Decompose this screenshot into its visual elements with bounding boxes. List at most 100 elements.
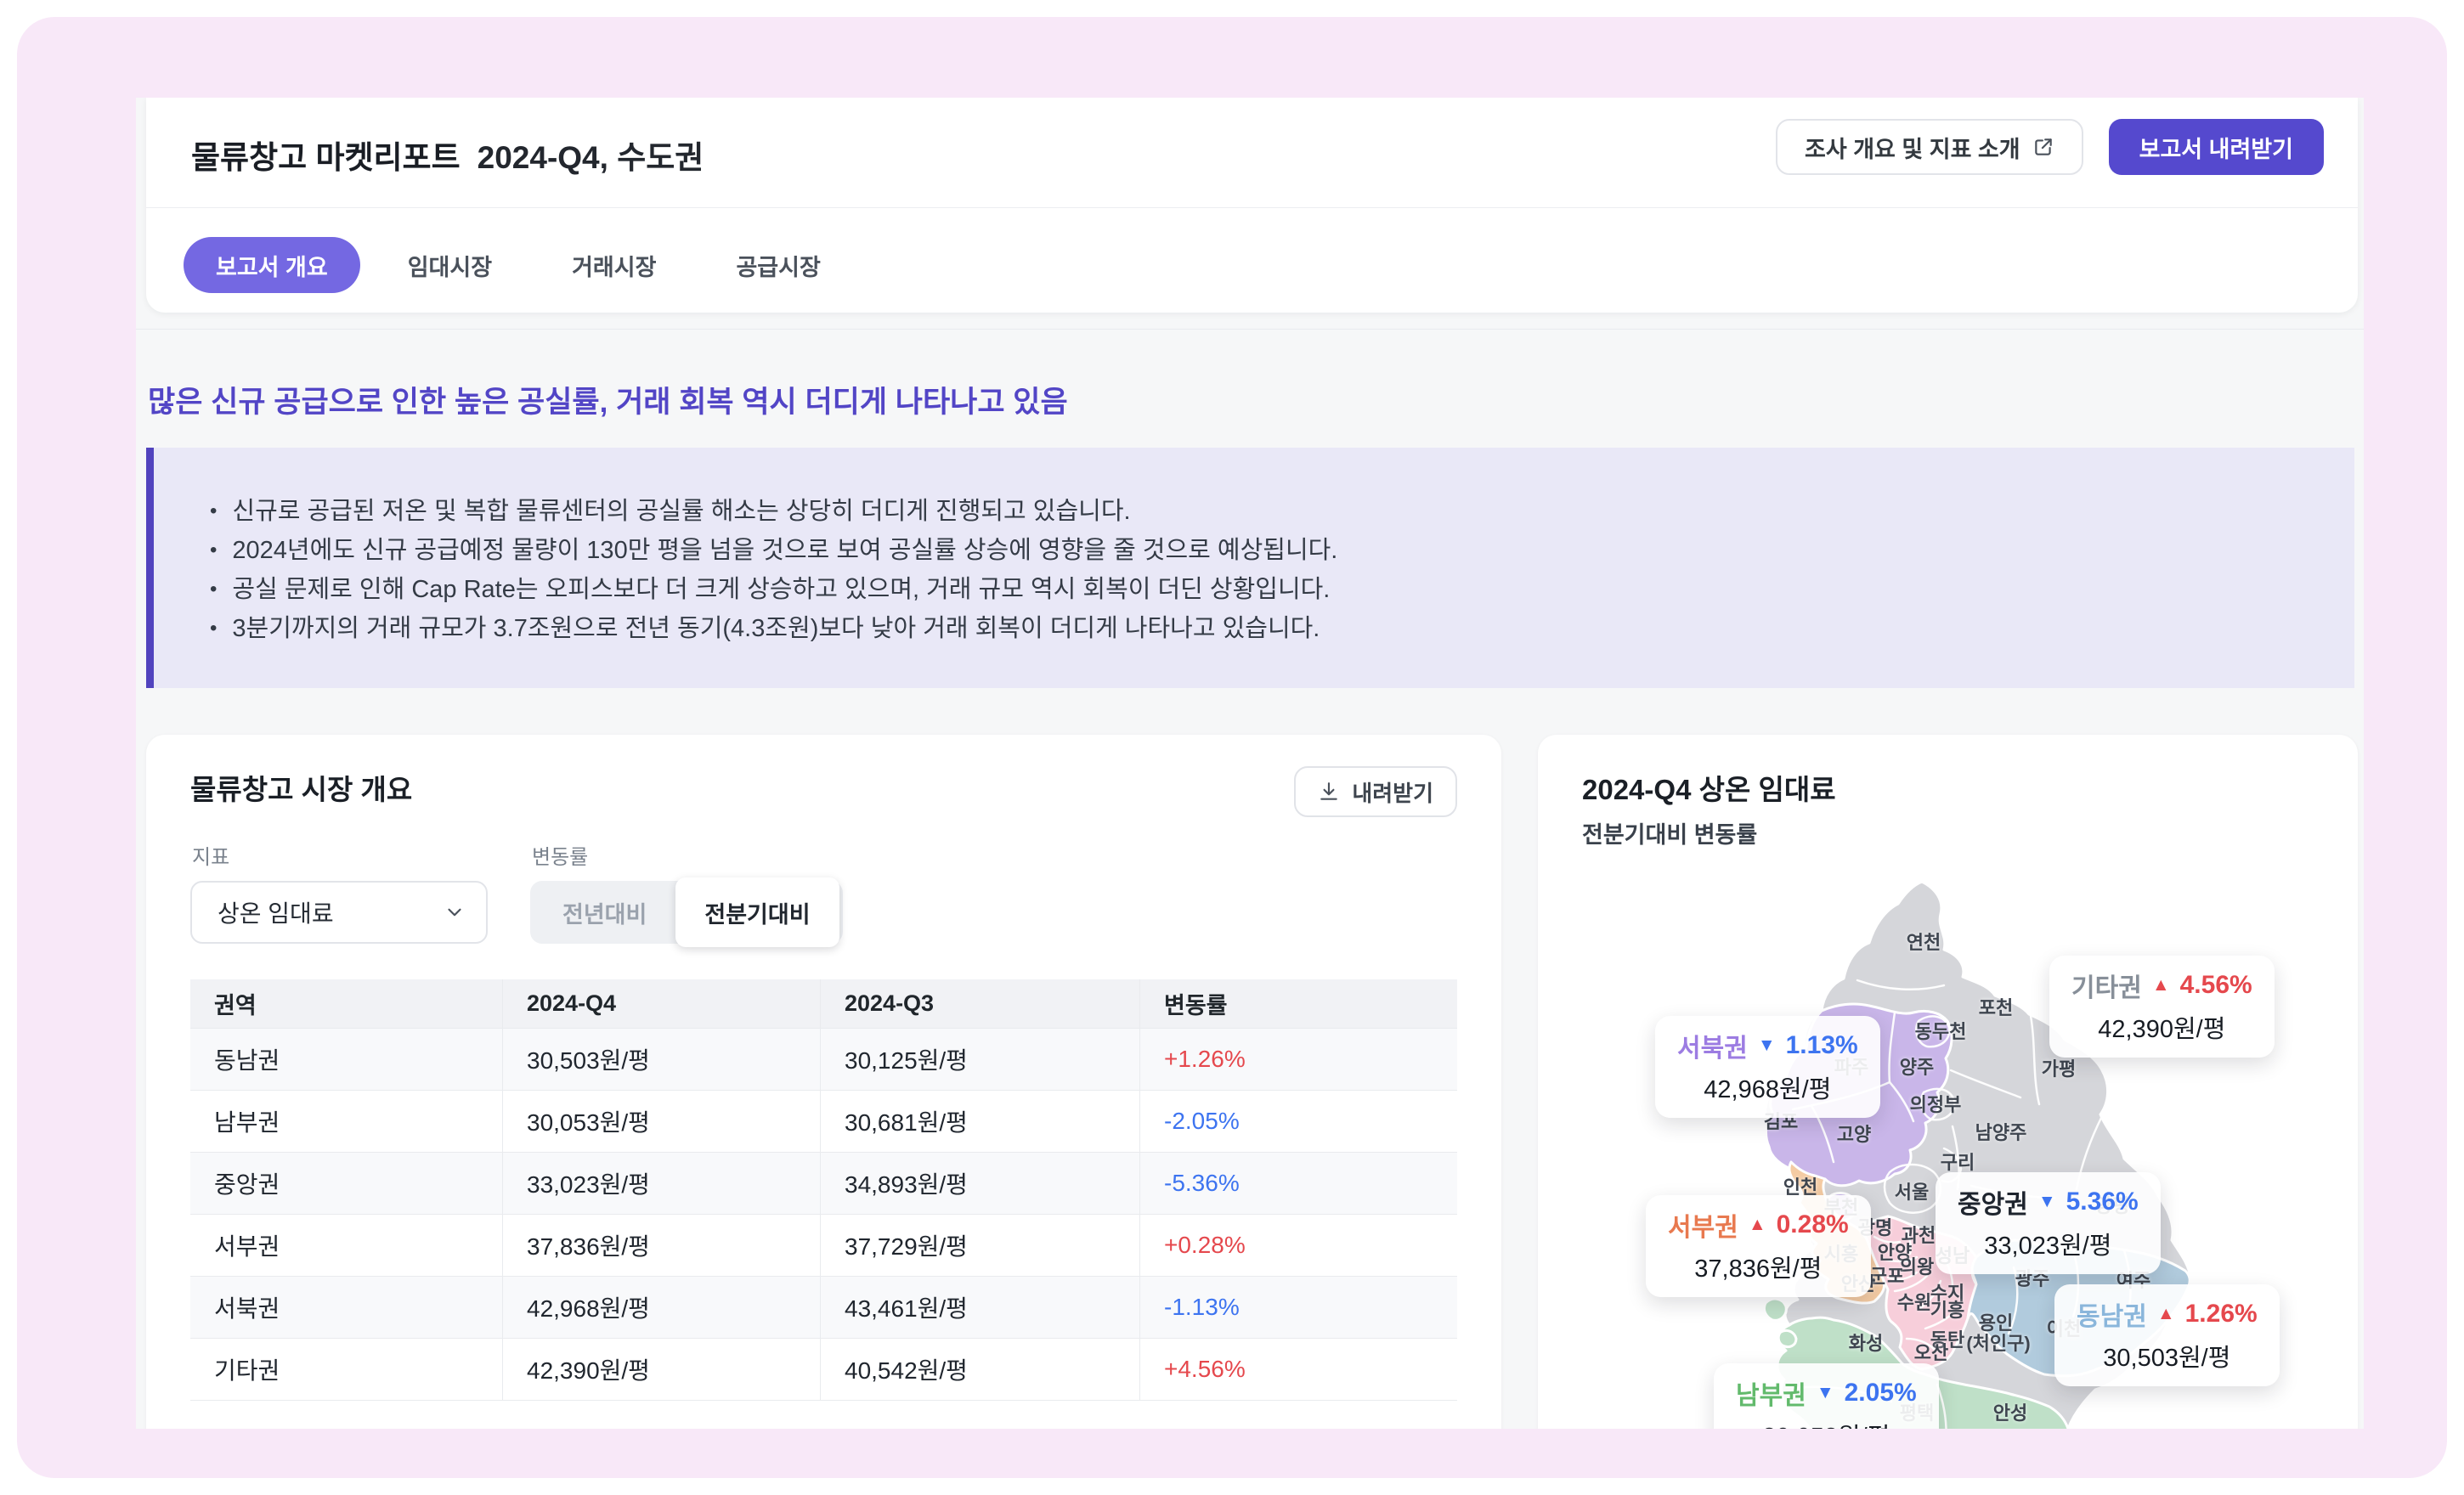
callout-title-row: 동남권 ▲ 1.26%	[2077, 1295, 2258, 1333]
trend-arrow-icon: ▲	[2156, 1304, 2175, 1323]
summary-bullet: • 3분기까지의 거래 규모가 3.7조원으로 전년 동기(4.3조원)보다 낮…	[210, 609, 2354, 648]
map-border	[2007, 1266, 2019, 1335]
table-row[interactable]: 동남권 30,503원/평 30,125원/평 +1.26%	[190, 1028, 1457, 1090]
cell-region: 서북권	[190, 1277, 503, 1338]
table-download-button[interactable]: 내려받기	[1294, 766, 1457, 817]
map-card-subtitle: 전분기대비 변동률	[1582, 822, 1758, 848]
cell-change: +1.26%	[1164, 1046, 1246, 1072]
map-border	[1920, 1087, 1956, 1121]
summary-bullet: • 신규로 공급된 저온 및 복합 물류센터의 공실률 해소는 상당히 더디게 …	[210, 492, 2354, 531]
callout-region-name: 기타권	[2071, 974, 2142, 1002]
map-border	[1905, 1337, 1936, 1351]
trend-arrow-icon: ▼	[1757, 1035, 1776, 1055]
region-callout[interactable]: 기타권 ▲ 4.56% 42,390원/평	[2049, 956, 2275, 1058]
region-callout[interactable]: 남부권 ▼ 2.05% 30,053원/평	[1714, 1363, 1939, 1429]
region-callout[interactable]: 동남권 ▲ 1.26% 30,503원/평	[2054, 1284, 2280, 1386]
tab[interactable]: 보고서 개요	[184, 237, 360, 293]
map-border	[1919, 1279, 1942, 1310]
survey-intro-button[interactable]: 조사 개요 및 지표 소개	[1776, 119, 2083, 175]
callout-title-row: 기타권 ▲ 4.56%	[2071, 967, 2252, 1004]
callout-value: 42,390원/평	[2098, 1016, 2226, 1043]
cell-change: -1.13%	[1164, 1294, 1240, 1320]
map-border	[1915, 1015, 1951, 1048]
map-island	[1762, 1297, 1788, 1322]
map-label: 과천	[1901, 1225, 1936, 1246]
table-header-row: 권역 2024-Q4 2024-Q3 변동률	[190, 979, 1457, 1028]
page-title: 물류창고 마켓리포트 2024-Q4, 수도권	[191, 132, 704, 178]
report-header: 물류창고 마켓리포트 2024-Q4, 수도권 조사 개요 및 지표 소개 보고…	[146, 98, 2358, 313]
cell-region: 동남권	[190, 1029, 503, 1090]
report-download-label: 보고서 내려받기	[2139, 136, 2293, 162]
cell-q3: 30,681원/평	[821, 1091, 1140, 1152]
indicator-value: 상온 임대료	[218, 900, 334, 927]
map-label: 기흥	[1930, 1300, 1965, 1321]
region-callout[interactable]: 서북권 ▼ 1.13% 42,968원/평	[1655, 1016, 1880, 1118]
cell-q4: 37,836원/평	[503, 1215, 821, 1276]
indicator-select[interactable]: 상온 임대료	[190, 881, 488, 944]
trend-arrow-icon: ▼	[2037, 1192, 2056, 1211]
table-row[interactable]: 중앙권 33,023원/평 34,893원/평 -5.36%	[190, 1152, 1457, 1214]
trend-arrow-icon: ▲	[2151, 975, 2170, 995]
bullet-dot: •	[210, 617, 218, 640]
region-callout[interactable]: 서부권 ▲ 0.28% 37,836원/평	[1646, 1195, 1871, 1297]
cell-change: +4.56%	[1164, 1356, 1246, 1382]
summary-heading: 많은 신규 공급으로 인한 높은 공실률, 거래 회복 역시 더디게 나타나고 …	[148, 386, 1068, 419]
map-border	[1856, 979, 1946, 991]
callout-value: 30,053원/평	[1736, 1417, 1917, 1429]
table-header-cell: 2024-Q3	[821, 979, 1140, 1028]
bullet-text: 신규로 공급된 저온 및 복합 물류센터의 공실률 해소는 상당히 더디게 진행…	[232, 498, 1131, 525]
cell-q4: 30,053원/평	[503, 1091, 821, 1152]
trend-arrow-icon: ▼	[1816, 1383, 1834, 1402]
toggle-option[interactable]: 전분기대비	[675, 877, 839, 947]
map-label: 구리	[1940, 1152, 1975, 1173]
cell-q4: 42,390원/평	[503, 1339, 821, 1400]
region-callout[interactable]: 중앙권 ▼ 5.36% 33,023원/평	[1936, 1172, 2161, 1274]
map-border	[1905, 1228, 1913, 1255]
map-border	[1924, 1312, 1954, 1330]
cell-q3: 34,893원/평	[821, 1153, 1140, 1214]
summary-callout: • 신규로 공급된 저온 및 복합 물류센터의 공실률 해소는 상당히 더디게 …	[146, 448, 2354, 688]
cell-q3: 37,729원/평	[821, 1215, 1140, 1276]
map-label: 의정부	[1909, 1094, 1962, 1115]
map-label: 동탄	[1930, 1329, 1965, 1351]
map-label: 안양	[1877, 1242, 1913, 1263]
bullet-dot: •	[210, 539, 218, 561]
overview-card-title: 물류창고 시장 개요	[190, 774, 413, 805]
map-label: 양주	[1899, 1057, 1935, 1078]
callout-region-name: 중앙권	[1958, 1191, 2028, 1219]
toggle-option[interactable]: 전년대비	[534, 886, 675, 939]
map-border	[1873, 1235, 1902, 1244]
cell-q4: 30,503원/평	[503, 1029, 821, 1090]
header-actions: 조사 개요 및 지표 소개 보고서 내려받기	[1776, 119, 2324, 175]
table-header-cell: 변동률	[1164, 993, 1228, 1018]
cell-change: -5.36%	[1164, 1170, 1240, 1196]
trend-arrow-icon: ▲	[1748, 1215, 1766, 1234]
table-row[interactable]: 서북권 42,968원/평 43,461원/평 -1.13%	[190, 1276, 1457, 1338]
map-border	[1886, 1271, 1919, 1281]
callout-title-row: 중앙권 ▼ 5.36%	[1958, 1183, 2139, 1221]
callout-title-row: 서북권 ▼ 1.13%	[1677, 1027, 1858, 1064]
callout-value: 30,503원/평	[2103, 1345, 2231, 1372]
tab[interactable]: 임대시장	[376, 237, 524, 293]
map-label: 안성	[1992, 1402, 2028, 1424]
table-row[interactable]: 서부권 37,836원/평 37,729원/평 +0.28%	[190, 1214, 1457, 1276]
map-card-title: 2024-Q4 상온 임대료	[1582, 774, 1836, 805]
content-divider	[136, 329, 2364, 330]
callout-region-name: 남부권	[1736, 1382, 1806, 1410]
map-label: 가평	[2041, 1058, 2077, 1080]
bullet-text: 2024년에도 신규 공급예정 물량이 130만 평을 넘을 것으로 보여 공실…	[232, 537, 1338, 564]
cell-region: 중앙권	[190, 1153, 503, 1214]
report-download-button[interactable]: 보고서 내려받기	[2108, 119, 2324, 175]
table-header-cell: 권역	[190, 979, 503, 1028]
table-row[interactable]: 기타권 42,390원/평 40,542원/평 +4.56%	[190, 1338, 1457, 1400]
map-border	[1888, 1080, 1915, 1123]
callout-region-name: 동남권	[2077, 1303, 2147, 1331]
tab[interactable]: 공급시장	[704, 237, 852, 293]
table-row[interactable]: 남부권 30,053원/평 30,681원/평 -2.05%	[190, 1090, 1457, 1152]
report-content: 물류창고 마켓리포트 2024-Q4, 수도권 조사 개요 및 지표 소개 보고…	[136, 98, 2364, 1429]
map-border	[1893, 1274, 1929, 1293]
tab[interactable]: 거래시장	[540, 237, 688, 293]
bullet-text: 공실 문제로 인해 Cap Rate는 오피스보다 더 크게 상승하고 있으며,…	[232, 576, 1331, 603]
summary-bullet: • 2024년에도 신규 공급예정 물량이 130만 평을 넘을 것으로 보여 …	[210, 531, 2354, 570]
summary-bullet: • 공실 문제로 인해 Cap Rate는 오피스보다 더 크게 상승하고 있으…	[210, 570, 2354, 609]
